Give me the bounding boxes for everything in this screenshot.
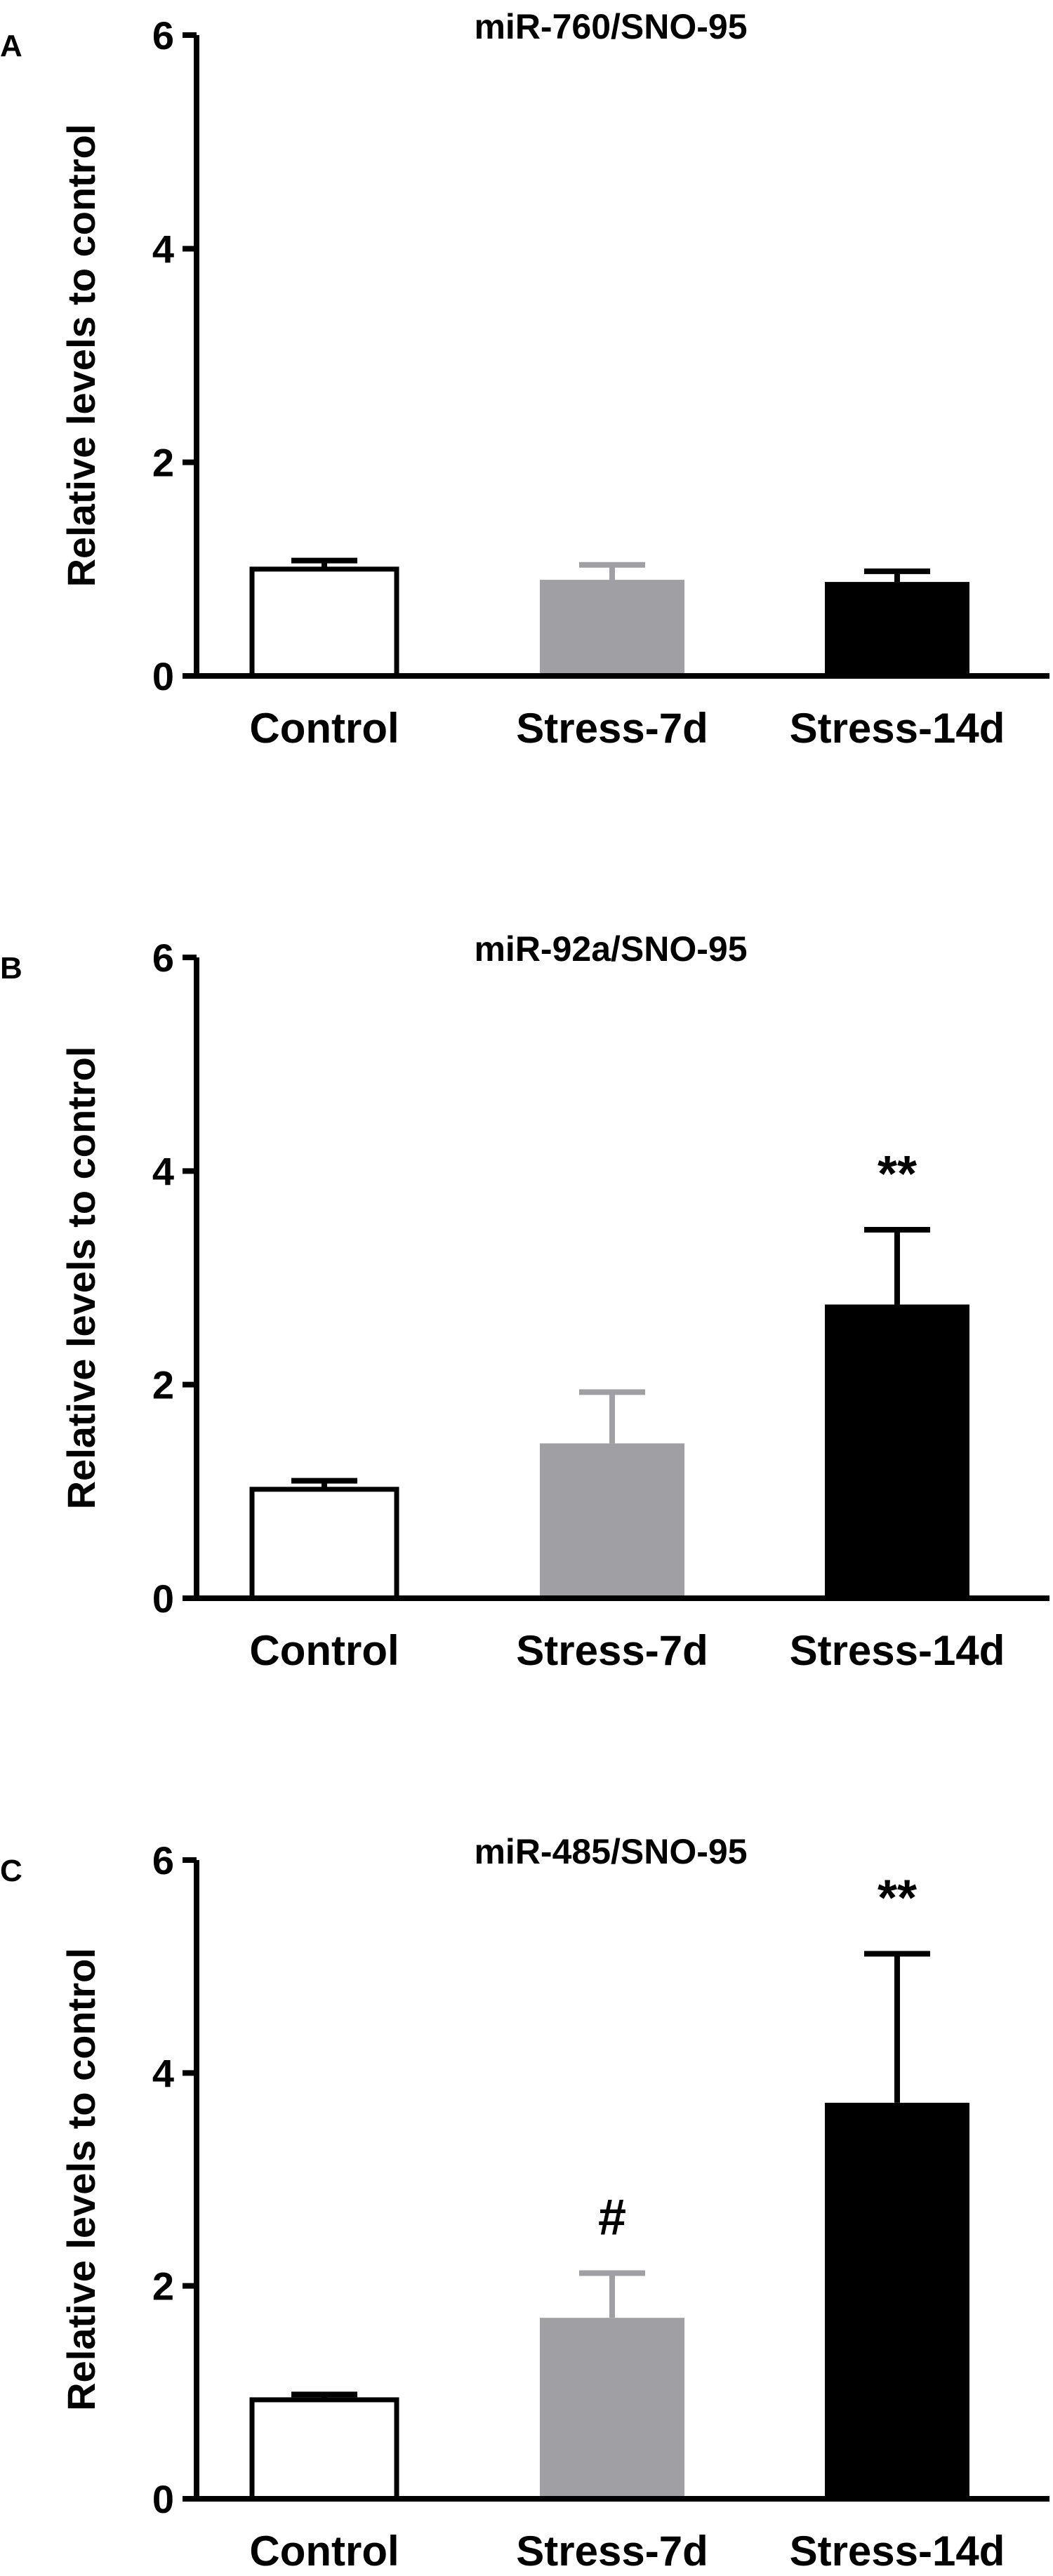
x-tick-label: Stress-7d	[516, 1627, 708, 1674]
y-tick-label: 6	[152, 13, 174, 58]
y-tick-label: 0	[152, 1576, 174, 1621]
panel-letter: B	[0, 951, 22, 985]
bar-stress-14d	[825, 582, 969, 676]
y-tick-label: 4	[152, 2051, 174, 2095]
bar-control	[249, 566, 399, 679]
x-tick-label: Stress-14d	[790, 1627, 1005, 1674]
bar-control	[249, 1487, 399, 1601]
x-tick-label: Stress-7d	[516, 2528, 708, 2575]
y-tick-label: 2	[152, 441, 174, 485]
y-tick-label: 6	[152, 1838, 174, 1883]
bar-stress-14d	[825, 2102, 969, 2499]
significance-marker: **	[878, 1870, 917, 1926]
y-tick-label: 0	[152, 654, 174, 698]
chart-title: miR-760/SNO-95	[474, 7, 747, 46]
x-tick-label: Control	[249, 705, 399, 752]
y-tick-label: 4	[152, 227, 174, 271]
y-axis-label: Relative levels to control	[59, 124, 103, 587]
bar-stress-7d	[540, 580, 684, 676]
y-tick-label: 0	[152, 2477, 174, 2521]
y-tick-label: 4	[152, 1149, 174, 1193]
bar-control	[249, 2397, 399, 2502]
y-axis-label: Relative levels to control	[59, 1948, 103, 2411]
y-tick-label: 6	[152, 936, 174, 980]
x-tick-label: Control	[249, 1627, 399, 1674]
significance-marker: **	[878, 1146, 917, 1202]
y-axis-label: Relative levels to control	[59, 1047, 103, 1510]
bar-stress-7d	[540, 1443, 684, 1598]
chart-title: miR-92a/SNO-95	[474, 929, 747, 969]
y-tick-label: 2	[152, 1363, 174, 1407]
x-tick-label: Control	[249, 2528, 399, 2575]
significance-marker: #	[598, 2189, 626, 2245]
bar-stress-14d	[825, 1304, 969, 1598]
panel-letter: C	[0, 1854, 22, 1888]
y-tick-label: 2	[152, 2264, 174, 2309]
panel-letter: A	[0, 29, 22, 63]
bar-stress-7d	[540, 2318, 684, 2499]
x-tick-label: Stress-14d	[790, 705, 1005, 752]
x-tick-label: Stress-14d	[790, 2528, 1005, 2575]
chart-title: miR-485/SNO-95	[474, 1832, 747, 1871]
x-tick-label: Stress-7d	[516, 705, 708, 752]
